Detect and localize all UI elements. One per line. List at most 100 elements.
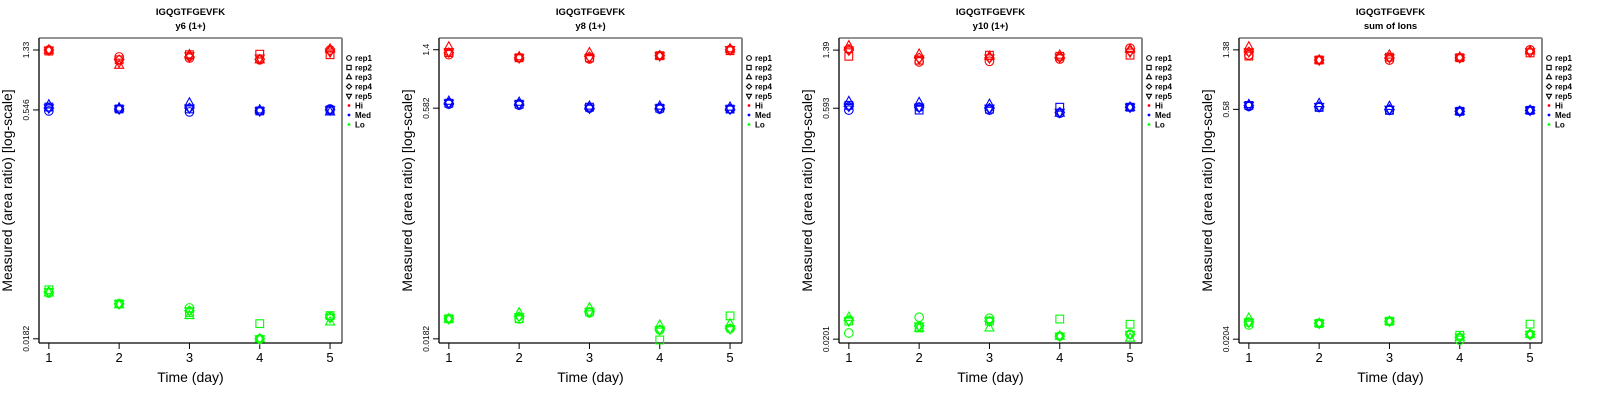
legend-lo-dot-icon	[747, 123, 751, 126]
y-axis-label: Measured (area ratio) [log-scale]	[800, 89, 815, 291]
data-point-med-day2-rep5	[913, 103, 925, 114]
legend-label: Lo	[755, 121, 765, 130]
legend-label: rep4	[1155, 83, 1172, 92]
data-point-med-day3-rep3	[983, 98, 995, 108]
data-point-med-day2-rep3	[913, 96, 925, 107]
data-point-hi-day4-rep2	[655, 51, 665, 61]
y-tick-label: 1.4	[421, 44, 431, 56]
chart-panel-2: IGQGTFGEVFK y8 (1+) 0.0182 0.582 1.4 1 2 3 4 5 Tim…	[400, 7, 772, 385]
chart-panel-3: IGQGTFGEVFK y10 (1+) 0.0201 0.593 1.39 1 2 3 4 5 T…	[800, 7, 1172, 385]
legend-med-dot-icon	[1147, 113, 1151, 117]
x-axis-label: Time (day)	[157, 369, 223, 385]
data-point-hi-day2-rep5	[1313, 56, 1325, 67]
data-point-hi-day3-rep3	[583, 46, 595, 57]
data-point-lo-day3-rep3	[583, 301, 595, 312]
data-point-lo-day2-rep1	[914, 312, 924, 323]
legend-rep2-icon	[346, 64, 352, 71]
data-point-lo-day1-rep2	[444, 314, 454, 324]
data-point-hi-day4-rep5	[1454, 54, 1466, 65]
legend-label: Lo	[1555, 121, 1565, 130]
data-point-hi-day5-rep5	[1124, 48, 1136, 59]
x-tick-label: 1	[445, 350, 452, 365]
legend-med-dot-icon	[1547, 113, 1551, 117]
data-point-med-day1-rep1	[843, 105, 854, 115]
data-point-hi-day1-rep5	[1243, 48, 1255, 59]
x-tick-label: 3	[986, 350, 993, 365]
data-point-lo-day1-rep3	[1243, 311, 1255, 322]
legend-label: Hi	[1155, 102, 1163, 111]
legend-lo-dot-icon	[347, 123, 351, 126]
data-point-lo-day5-rep3	[724, 317, 736, 328]
legend-label: rep2	[1555, 64, 1572, 73]
legend-rep4-icon	[745, 83, 753, 90]
data-point-med-day2-rep5	[1313, 102, 1325, 113]
x-tick-label: 2	[1316, 350, 1323, 365]
data-point-lo-day3-rep5	[583, 308, 595, 319]
y-tick-label: 1.39	[821, 42, 831, 59]
y-tick-label: 1.38	[1221, 41, 1231, 58]
legend-rep3-icon	[745, 73, 753, 80]
data-point-med-day4-rep2	[1055, 102, 1065, 112]
x-axis-label: Time (day)	[957, 369, 1023, 385]
series-lo	[443, 301, 736, 345]
data-point-lo-day4-rep3	[654, 318, 666, 329]
series-lo	[1243, 311, 1536, 346]
x-tick-label: 4	[256, 350, 263, 365]
series-lo	[43, 285, 336, 346]
data-point-med-day1-rep5	[1243, 101, 1255, 112]
x-tick-label: 4	[1056, 350, 1063, 365]
data-point-lo-day4-rep5	[254, 335, 266, 346]
x-tick-label: 1	[45, 350, 52, 365]
legend-label: Hi	[755, 102, 763, 111]
data-point-med-day2-rep5	[113, 105, 125, 116]
legend-label: rep1	[355, 54, 372, 63]
x-tick-label: 5	[326, 350, 333, 365]
data-point-hi-day4-rep5	[254, 54, 266, 65]
data-point-hi-day1-rep5	[443, 48, 455, 58]
legend-med-dot-icon	[747, 113, 751, 117]
data-point-lo-day2-rep5	[913, 322, 925, 333]
data-point-med-day1-rep5	[843, 102, 855, 113]
legend-label: rep3	[1155, 73, 1172, 82]
chart-subtitle: y10 (1+)	[973, 21, 1009, 32]
data-point-hi-day1-rep3	[43, 43, 55, 54]
legend-lo-dot-icon	[1147, 123, 1151, 126]
legend-rep5-icon	[345, 93, 353, 100]
data-point-hi-day3-rep5	[983, 54, 995, 65]
data-point-med-day5-rep5	[324, 106, 336, 117]
data-point-med-day4-rep5	[654, 104, 666, 115]
x-tick-label: 5	[1126, 350, 1133, 365]
data-point-med-day5-rep3	[1124, 100, 1136, 111]
data-point-lo-day5-rep5	[324, 314, 336, 325]
x-tick-label: 5	[1526, 350, 1533, 365]
series-hi	[1243, 40, 1536, 67]
series-med	[43, 96, 336, 118]
legend-label: rep2	[755, 64, 772, 73]
data-point-hi-day2-rep2	[1314, 55, 1324, 65]
legend-rep2-icon	[1146, 64, 1152, 71]
data-point-hi-day2-rep3	[913, 47, 925, 58]
data-point-med-day4-rep5	[1454, 107, 1466, 118]
data-point-med-day3-rep1	[184, 107, 195, 117]
legend-rep1-icon	[346, 55, 352, 61]
data-point-med-day5-rep3	[1524, 104, 1536, 114]
data-point-med-day3-rep5	[983, 104, 995, 115]
data-point-lo-day3-rep3	[1383, 314, 1395, 325]
y-tick-label: 0.0204	[1221, 326, 1231, 352]
x-axis-label: Time (day)	[557, 369, 623, 385]
legend-rep5-icon	[1145, 93, 1153, 100]
y-tick-label: 1.33	[21, 41, 31, 58]
data-point-lo-day1-rep4	[843, 314, 855, 326]
data-point-lo-day2-rep5	[1313, 319, 1325, 330]
data-point-hi-day5-rep5	[724, 46, 736, 57]
data-point-med-day3-rep5	[583, 104, 595, 115]
data-point-hi-day1-rep2	[844, 51, 854, 61]
data-point-med-day3-rep3	[1383, 100, 1395, 111]
x-tick-label: 3	[586, 350, 593, 365]
legend-rep1-icon	[1146, 55, 1152, 61]
legend-label: rep1	[1155, 54, 1172, 63]
chart-title: IGQGTFGEVFK	[1356, 7, 1425, 18]
series-med	[443, 95, 736, 116]
legend-rep3-icon	[1545, 73, 1553, 80]
